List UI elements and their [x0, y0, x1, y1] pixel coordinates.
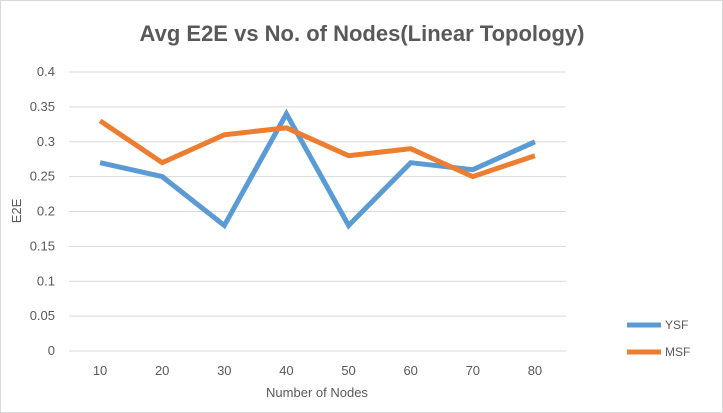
x-tick-label-1: 20	[155, 363, 169, 378]
series-lines	[98, 108, 536, 230]
x-axis-label: Number of Nodes	[266, 385, 368, 400]
series-line-msf	[98, 118, 536, 180]
y-tick-label-7: 0.35	[30, 99, 55, 114]
y-tick-label-1: 0.05	[30, 308, 55, 323]
legend-label-msf: MSF	[665, 345, 690, 359]
y-tick-label-3: 0.15	[30, 238, 55, 253]
x-tick-label-4: 50	[341, 363, 355, 378]
x-tick-label-3: 40	[279, 363, 293, 378]
y-tick-label-6: 0.3	[37, 134, 55, 149]
y-tick-label-2: 0.1	[37, 273, 55, 288]
legend: YSF MSF	[627, 318, 690, 359]
x-tick-label-0: 10	[93, 363, 107, 378]
y-tick-label-8: 0.4	[37, 64, 55, 79]
x-tick-label-7: 80	[528, 363, 542, 378]
y-axis-ticks: 0 0.05 0.1 0.15 0.2 0.25 0.3 0.35 0.4	[30, 64, 55, 358]
chart-title: Avg E2E vs No. of Nodes(Linear Topology)	[140, 21, 585, 46]
x-tick-label-6: 70	[466, 363, 480, 378]
x-tick-label-2: 30	[217, 363, 231, 378]
x-axis-ticks: 10 20 30 40 50 60 70 80	[93, 363, 542, 378]
y-tick-label-0: 0	[48, 343, 55, 358]
x-tick-label-5: 60	[403, 363, 417, 378]
legend-label-ysf: YSF	[665, 318, 688, 332]
series-line-ysf	[99, 108, 536, 230]
y-axis-label: E2E	[9, 198, 24, 223]
y-tick-label-4: 0.2	[37, 204, 55, 219]
gridlines	[69, 71, 566, 352]
y-tick-label-5: 0.25	[30, 169, 55, 184]
